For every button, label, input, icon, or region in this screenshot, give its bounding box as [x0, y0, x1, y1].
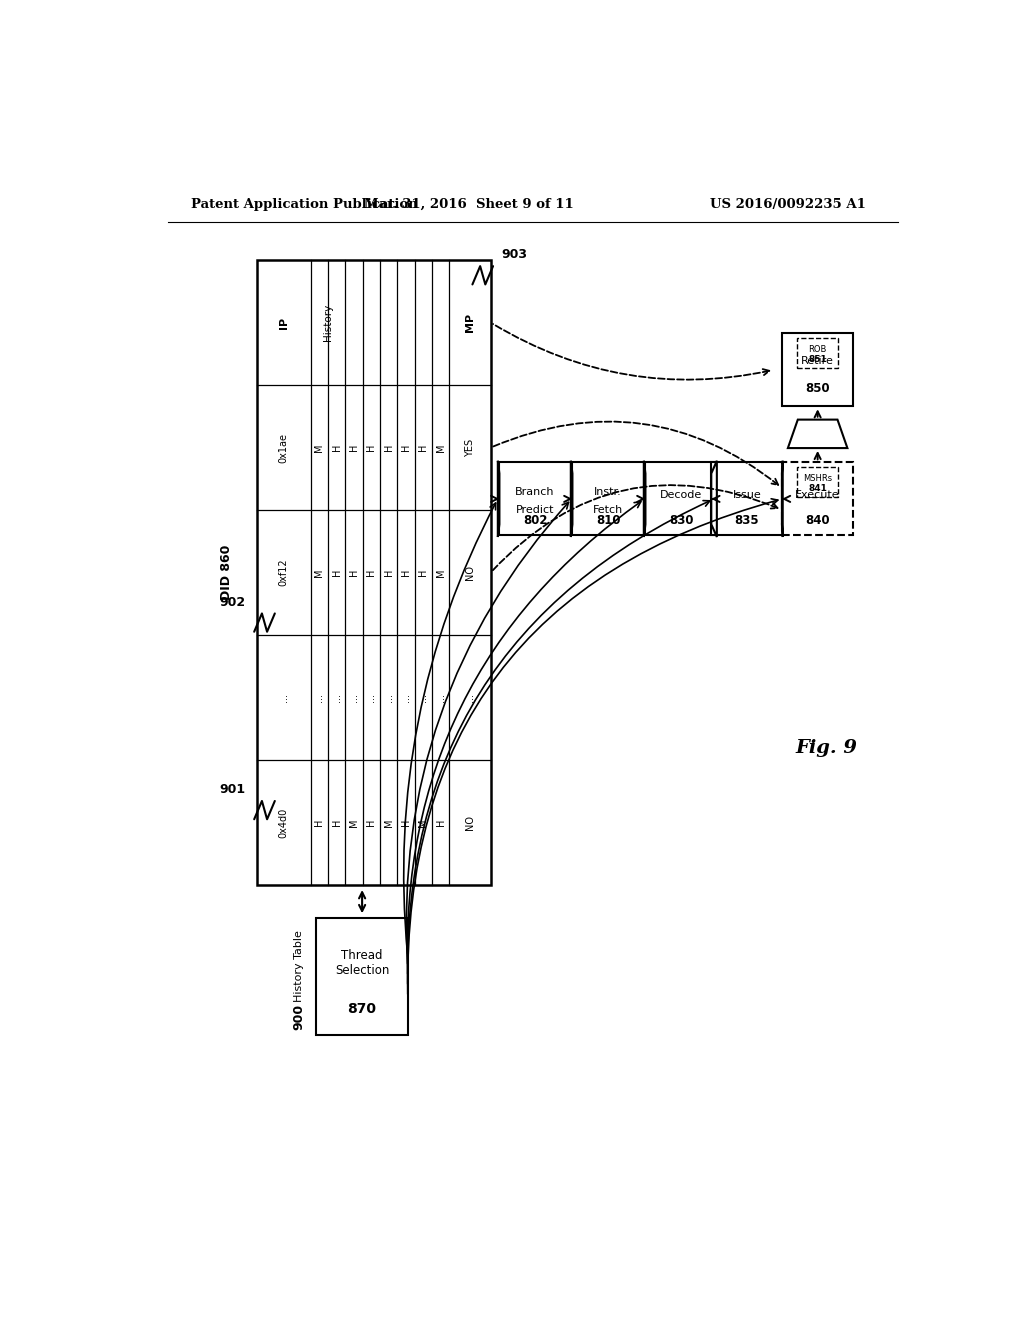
- Text: H: H: [332, 818, 342, 826]
- Text: H: H: [401, 569, 411, 577]
- Text: MP: MP: [465, 313, 475, 333]
- Text: Instr.: Instr.: [594, 487, 622, 496]
- Text: NO: NO: [465, 816, 475, 830]
- Text: H: H: [401, 444, 411, 451]
- Text: M: M: [314, 569, 325, 577]
- Text: 0x4d0: 0x4d0: [279, 808, 289, 838]
- Text: H: H: [367, 569, 376, 577]
- FancyBboxPatch shape: [572, 462, 644, 536]
- FancyBboxPatch shape: [500, 462, 570, 536]
- Text: M: M: [384, 818, 393, 826]
- Text: 835: 835: [734, 515, 760, 528]
- Text: NO: NO: [465, 565, 475, 579]
- Text: Fetch: Fetch: [593, 504, 624, 515]
- Text: 830: 830: [669, 515, 693, 528]
- Text: ...: ...: [465, 693, 475, 702]
- Text: H: H: [419, 569, 428, 577]
- Text: 841: 841: [808, 484, 827, 494]
- FancyBboxPatch shape: [782, 333, 853, 407]
- Text: ...: ...: [419, 693, 428, 702]
- FancyBboxPatch shape: [782, 462, 853, 536]
- Text: H: H: [314, 818, 325, 826]
- Polygon shape: [498, 461, 500, 537]
- Text: ...: ...: [436, 693, 445, 702]
- Text: YES: YES: [465, 438, 475, 457]
- Text: 850: 850: [805, 381, 829, 395]
- Text: 0x1ae: 0x1ae: [279, 433, 289, 462]
- Text: H: H: [367, 818, 376, 826]
- Text: M: M: [419, 818, 428, 826]
- Text: M: M: [349, 818, 359, 826]
- Text: Mar. 31, 2016  Sheet 9 of 11: Mar. 31, 2016 Sheet 9 of 11: [365, 198, 574, 211]
- Text: DID 860: DID 860: [220, 545, 232, 601]
- Polygon shape: [644, 461, 645, 537]
- FancyBboxPatch shape: [712, 462, 782, 536]
- Text: MSHRs: MSHRs: [803, 474, 833, 483]
- Text: M: M: [314, 444, 325, 451]
- Polygon shape: [570, 461, 572, 537]
- Text: M: M: [436, 444, 445, 451]
- Text: ...: ...: [332, 693, 342, 702]
- Text: 870: 870: [347, 1002, 377, 1016]
- Text: H: H: [349, 444, 359, 451]
- Text: ...: ...: [279, 693, 289, 702]
- Text: M: M: [436, 569, 445, 577]
- Text: ...: ...: [384, 693, 393, 702]
- FancyBboxPatch shape: [797, 467, 839, 498]
- Polygon shape: [787, 420, 848, 447]
- Text: Predict: Predict: [516, 504, 554, 515]
- Text: ROB: ROB: [809, 345, 826, 354]
- Text: Decode: Decode: [660, 490, 702, 500]
- Text: 903: 903: [502, 248, 527, 261]
- FancyBboxPatch shape: [645, 462, 717, 536]
- Text: Retire: Retire: [801, 356, 835, 366]
- Text: History Table: History Table: [294, 931, 304, 1002]
- Text: H: H: [332, 569, 342, 577]
- Text: Branch: Branch: [515, 487, 555, 496]
- Text: US 2016/0092235 A1: US 2016/0092235 A1: [711, 198, 866, 211]
- Text: 851: 851: [808, 355, 827, 364]
- Text: Fig. 9: Fig. 9: [796, 739, 857, 756]
- Text: ...: ...: [349, 693, 359, 702]
- FancyBboxPatch shape: [797, 338, 839, 368]
- Text: ...: ...: [401, 693, 411, 702]
- Text: ...: ...: [367, 693, 376, 702]
- Text: Execute: Execute: [796, 490, 840, 500]
- Text: Issue: Issue: [732, 490, 762, 500]
- FancyBboxPatch shape: [257, 260, 490, 886]
- Polygon shape: [712, 461, 717, 537]
- Text: H: H: [349, 569, 359, 577]
- Text: IP: IP: [279, 317, 289, 329]
- Text: History: History: [323, 304, 333, 341]
- Text: 810: 810: [596, 515, 621, 528]
- Text: H: H: [436, 818, 445, 826]
- Text: 900: 900: [293, 1005, 305, 1031]
- Text: H: H: [384, 444, 393, 451]
- Text: H: H: [401, 818, 411, 826]
- FancyBboxPatch shape: [316, 919, 408, 1035]
- Text: Thread
Selection: Thread Selection: [335, 949, 389, 977]
- Text: 902: 902: [220, 595, 246, 609]
- Text: H: H: [419, 444, 428, 451]
- Text: 802: 802: [523, 515, 548, 528]
- Text: 840: 840: [805, 515, 829, 528]
- Text: ...: ...: [314, 693, 325, 702]
- Text: H: H: [384, 569, 393, 577]
- Text: H: H: [332, 444, 342, 451]
- Text: Patent Application Publication: Patent Application Publication: [191, 198, 418, 211]
- Text: 0xf12: 0xf12: [279, 558, 289, 586]
- Text: H: H: [367, 444, 376, 451]
- Text: 901: 901: [220, 783, 246, 796]
